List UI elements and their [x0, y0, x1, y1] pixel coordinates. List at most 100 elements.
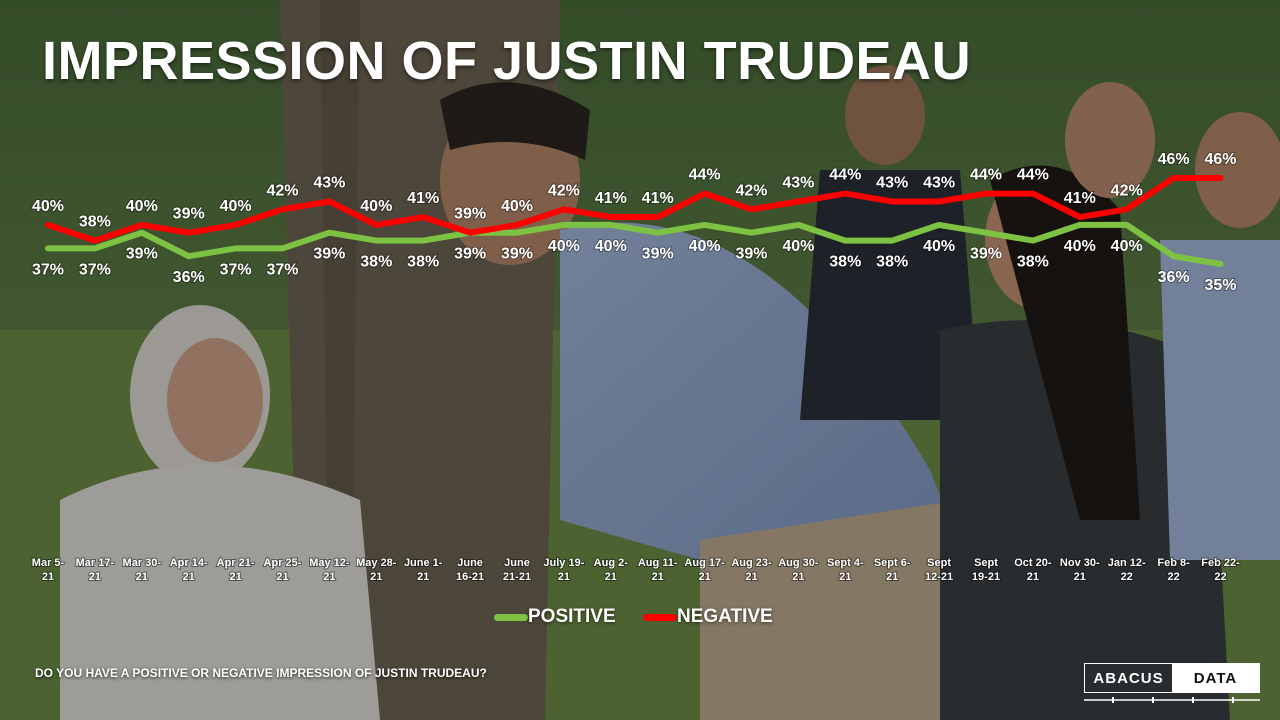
data-label-negative: 40% [360, 198, 392, 215]
x-tick-label: Sept [927, 557, 951, 569]
x-tick-label: 21 [886, 571, 898, 583]
data-label-positive: 37% [79, 261, 111, 278]
data-label-positive: 35% [1204, 277, 1236, 294]
x-tick-label: Sept [974, 557, 998, 569]
logo-box: ABACUS DATA [1084, 663, 1260, 693]
chart-title: IMPRESSION OF JUSTIN TRUDEAU [42, 31, 972, 91]
x-tick-label: Feb 22- [1201, 557, 1240, 569]
data-label-negative: 39% [454, 206, 486, 223]
legend-negative-label: NEGATIVE [677, 606, 773, 627]
x-tick-label: Jan 12- [1108, 557, 1146, 569]
logo-text-left: ABACUS [1093, 669, 1164, 687]
data-label-negative: 41% [595, 190, 627, 207]
data-label-positive: 39% [454, 246, 486, 263]
data-label-positive: 37% [266, 261, 298, 278]
x-tick-label: 22 [1121, 571, 1133, 583]
x-tick-label: Mar 5- [32, 557, 65, 569]
x-tick-label: 21 [370, 571, 382, 583]
x-tick-label: Apr 25- [264, 557, 302, 569]
x-tick-label: Nov 30- [1060, 557, 1100, 569]
x-tick-label: 21 [792, 571, 804, 583]
logo-rule [1084, 697, 1260, 703]
data-label-negative: 43% [876, 175, 908, 192]
data-label-positive: 38% [407, 254, 439, 271]
x-tick-label: July 19- [543, 557, 584, 569]
data-label-positive: 39% [501, 246, 533, 263]
data-label-negative: 44% [1017, 167, 1049, 184]
data-label-negative: 41% [1064, 190, 1096, 207]
x-tick-label: Aug 23- [731, 557, 772, 569]
x-tick-label: 21 [136, 571, 148, 583]
data-label-negative: 42% [266, 182, 298, 199]
data-label-positive: 36% [1158, 269, 1190, 286]
series-line-positive [45, 221, 1224, 267]
x-tick-label: 21-21 [503, 571, 531, 583]
data-label-negative: 46% [1158, 151, 1190, 168]
data-label-positive: 39% [642, 246, 674, 263]
data-label-positive: 39% [970, 246, 1002, 263]
legend-negative-swatch [643, 613, 677, 621]
x-tick-label: 21 [652, 571, 664, 583]
series-line-negative [45, 175, 1224, 244]
x-tick-label: 21 [89, 571, 101, 583]
data-label-negative: 40% [220, 198, 252, 215]
data-label-negative: 43% [923, 175, 955, 192]
legend-positive: POSITIVE [494, 606, 616, 628]
x-tick-label: June [504, 557, 530, 569]
survey-question: DO YOU HAVE A POSITIVE OR NEGATIVE IMPRE… [35, 666, 487, 680]
x-tick-label: 22 [1214, 571, 1226, 583]
x-tick-label: Aug 17- [684, 557, 725, 569]
x-tick-label: 16-21 [456, 571, 484, 583]
x-tick-label: 21 [745, 571, 757, 583]
data-label-positive: 39% [126, 246, 158, 263]
data-label-negative: 41% [642, 190, 674, 207]
data-label-positive: 40% [548, 238, 580, 255]
data-label-positive: 39% [735, 246, 767, 263]
data-label-negative: 46% [1204, 151, 1236, 168]
x-tick-label: 21 [1074, 571, 1086, 583]
x-tick-label: May 28- [356, 557, 397, 569]
data-label-negative: 41% [407, 190, 439, 207]
data-label-positive: 38% [360, 254, 392, 271]
x-tick-label: 22 [1167, 571, 1179, 583]
x-tick-label: 21 [558, 571, 570, 583]
data-label-positive: 37% [32, 261, 64, 278]
x-tick-label: Mar 17- [76, 557, 115, 569]
data-label-positive: 40% [1111, 238, 1143, 255]
x-tick-label: 21 [698, 571, 710, 583]
x-tick-label: 21 [605, 571, 617, 583]
x-tick-label: 21 [323, 571, 335, 583]
x-tick-label: 21 [417, 571, 429, 583]
data-label-positive: 39% [313, 246, 345, 263]
data-label-positive: 40% [782, 238, 814, 255]
data-label-positive: 38% [876, 254, 908, 271]
x-tick-label: 21 [42, 571, 54, 583]
data-label-negative: 44% [689, 167, 721, 184]
abacus-data-logo: ABACUS DATA [1084, 663, 1260, 703]
data-label-positive: 40% [923, 238, 955, 255]
data-label-positive: 37% [220, 261, 252, 278]
x-tick-label: Feb 8- [1157, 557, 1190, 569]
x-tick-label: Mar 30- [123, 557, 162, 569]
data-label-negative: 38% [79, 214, 111, 231]
legend-positive-label: POSITIVE [528, 606, 616, 627]
data-label-negative: 44% [829, 167, 861, 184]
data-label-negative: 43% [313, 175, 345, 192]
x-tick-label: June 1- [404, 557, 443, 569]
data-label-negative: 42% [735, 182, 767, 199]
x-tick-label: 21 [183, 571, 195, 583]
legend-positive-swatch [494, 613, 528, 621]
data-label-negative: 42% [548, 182, 580, 199]
data-label-negative: 40% [501, 198, 533, 215]
x-tick-label: Apr 21- [217, 557, 255, 569]
data-label-positive: 40% [595, 238, 627, 255]
logo-text-right: DATA [1172, 664, 1259, 692]
data-label-negative: 43% [782, 175, 814, 192]
data-label-negative: 40% [32, 198, 64, 215]
x-tick-label: Aug 11- [638, 557, 678, 569]
x-tick-label: 21 [839, 571, 851, 583]
data-label-negative: 44% [970, 167, 1002, 184]
data-label-positive: 36% [173, 269, 205, 286]
